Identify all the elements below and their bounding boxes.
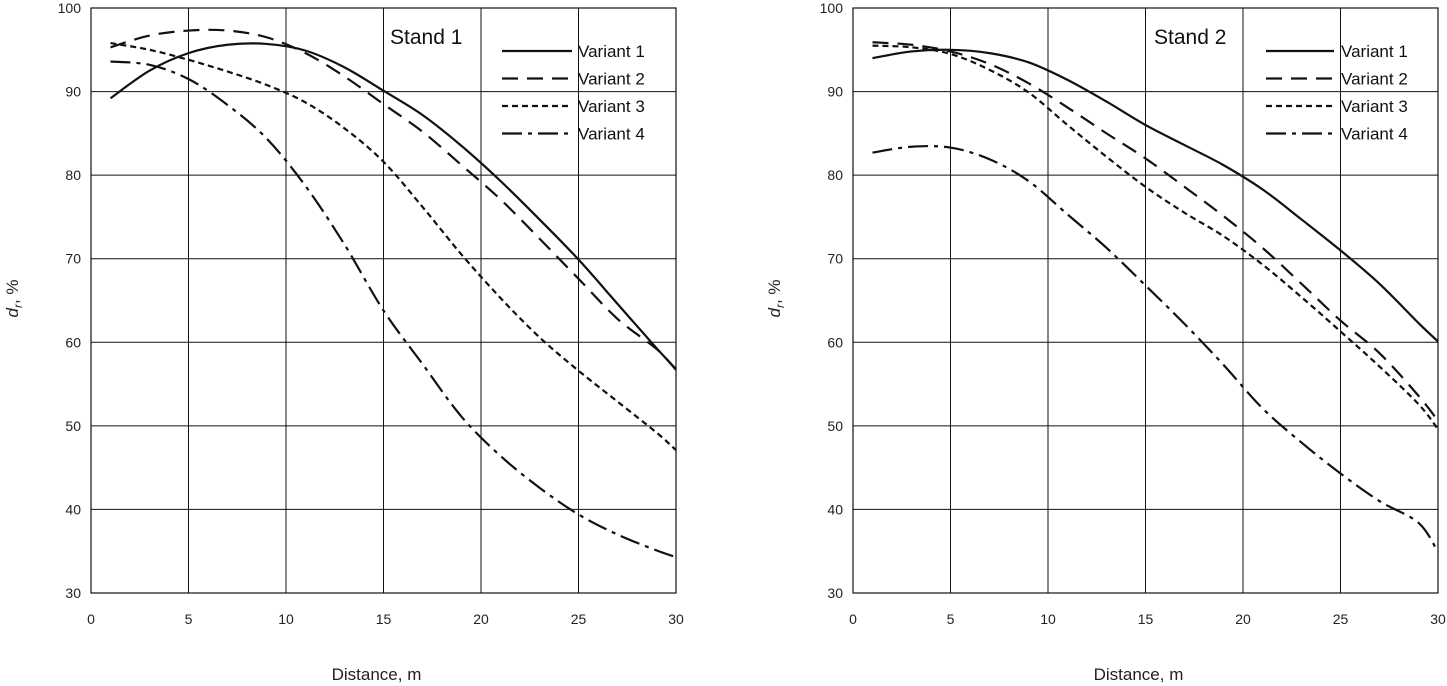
series-line-variant-1 — [872, 48, 1439, 343]
x-tick-label: 10 — [278, 611, 294, 627]
x-tick-label: 20 — [473, 611, 489, 627]
legend-label-variant-4: Variant 4 — [578, 125, 645, 144]
legend-label-variant-4: Variant 4 — [1341, 125, 1408, 144]
y-axis-label-main: d — [765, 308, 784, 318]
x-tick-label: 0 — [849, 611, 857, 627]
y-axis-label: dr, % — [3, 279, 25, 317]
x-tick-label: 15 — [1138, 611, 1154, 627]
y-tick-label: 50 — [65, 418, 81, 434]
legend-label-variant-2: Variant 2 — [578, 70, 645, 89]
plot-area-frame — [90, 7, 677, 594]
y-axis-label: dr, % — [765, 279, 787, 317]
y-tick-label: 100 — [820, 0, 844, 16]
legend-label-variant-1: Variant 1 — [1341, 42, 1408, 61]
y-tick-label: 40 — [827, 501, 843, 517]
legend-label-variant-3: Variant 3 — [578, 97, 645, 116]
series-line-variant-2 — [110, 28, 677, 371]
y-tick-label: 40 — [65, 501, 81, 517]
panel-title: Stand 1 — [390, 26, 462, 49]
x-axis-label: Distance, m — [1094, 665, 1184, 684]
x-tick-label: 25 — [571, 611, 587, 627]
y-axis-label-subscript: r — [11, 303, 25, 308]
x-tick-label: 30 — [668, 611, 684, 627]
legend: Variant 1 Variant 2 Variant 3 Variant 4 — [1266, 42, 1408, 144]
series-line-variant-1 — [109, 42, 677, 370]
plot-area-frame — [852, 7, 1439, 594]
x-tick-label: 25 — [1333, 611, 1349, 627]
legend: Variant 1 Variant 2 Variant 3 Variant 4 — [502, 42, 645, 144]
y-tick-label: 90 — [827, 84, 843, 100]
x-tick-label: 0 — [87, 611, 95, 627]
series-line-variant-4 — [872, 144, 1439, 553]
chart-panel-1: 0 5 10 15 20 25 30 30 40 50 60 70 80 90 100 Distance, m… — [3, 0, 684, 684]
y-axis-label-subscript: r — [773, 303, 787, 308]
chart-panel-2: 0 5 10 15 20 25 30 30 40 50 60 70 80 90 100 Distance, m… — [765, 0, 1446, 684]
y-tick-label: 70 — [827, 251, 843, 267]
y-tick-label: 90 — [65, 84, 81, 100]
series-line-variant-4 — [110, 60, 677, 559]
series-line-variant-2 — [872, 41, 1439, 422]
x-tick-label: 10 — [1040, 611, 1056, 627]
y-axis-label-suffix: , % — [765, 279, 784, 304]
y-tick-label: 100 — [58, 0, 82, 16]
y-tick-label: 60 — [65, 334, 81, 350]
y-tick-label: 80 — [65, 167, 81, 183]
series-line-variant-3 — [872, 44, 1439, 430]
x-tick-label: 20 — [1235, 611, 1251, 627]
legend-label-variant-1: Variant 1 — [578, 42, 645, 61]
y-tick-label: 30 — [827, 585, 843, 601]
legend-label-variant-2: Variant 2 — [1341, 70, 1408, 89]
y-tick-label: 60 — [827, 334, 843, 350]
x-tick-label: 15 — [376, 611, 392, 627]
y-axis-label-main: d — [3, 308, 22, 318]
x-tick-label: 30 — [1430, 611, 1446, 627]
x-tick-label: 5 — [947, 611, 955, 627]
y-tick-label: 30 — [65, 585, 81, 601]
legend-label-variant-3: Variant 3 — [1341, 97, 1408, 116]
x-tick-label: 5 — [185, 611, 193, 627]
y-tick-label: 80 — [827, 167, 843, 183]
x-axis-label: Distance, m — [332, 665, 422, 684]
series-line-variant-3 — [110, 42, 677, 451]
y-tick-label: 70 — [65, 251, 81, 267]
y-axis-label-suffix: , % — [3, 279, 22, 304]
y-tick-label: 50 — [827, 418, 843, 434]
panel-title: Stand 2 — [1154, 26, 1226, 49]
